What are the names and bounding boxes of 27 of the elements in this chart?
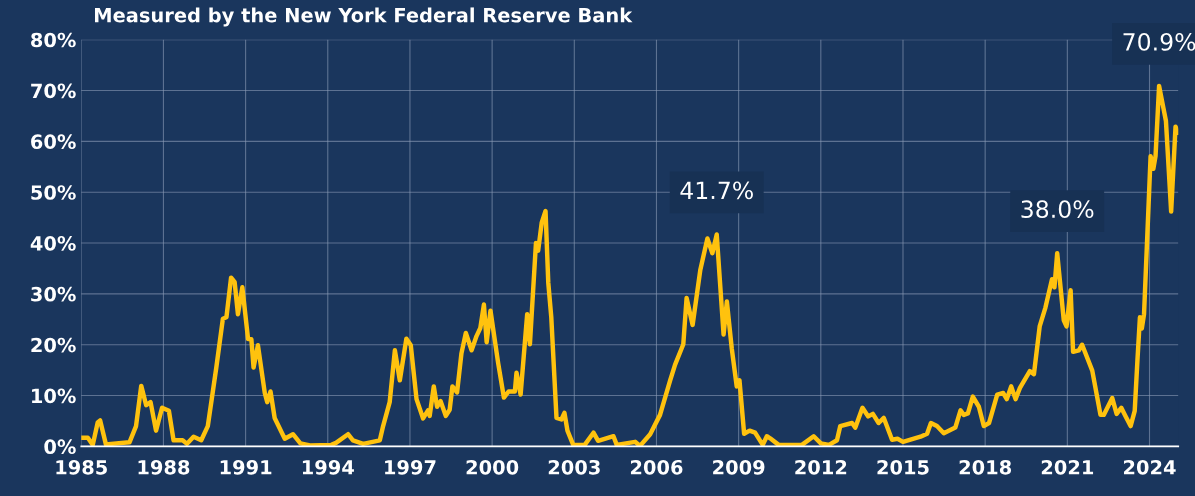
annotation: 41.7% (680, 181, 753, 200)
x-tick-label: 2000 (466, 459, 519, 475)
y-tick-label: 30% (31, 286, 76, 302)
y-tick-label: 40% (30, 236, 76, 251)
y-tick-label: 10% (32, 388, 76, 404)
x-tick-label: 2021 (1041, 459, 1094, 475)
y-tick-label: 50% (31, 185, 76, 200)
x-tick-label: 1997 (385, 459, 436, 475)
x-tick-label: 2018 (959, 459, 1012, 475)
x-tick-label: 2009 (713, 459, 765, 475)
chart-title: Measured by the New York Federal Reserve Bank (95, 7, 633, 27)
x-tick-label: 2012 (795, 459, 847, 475)
y-tick-label: 60% (31, 134, 76, 150)
x-tick-label: 2003 (548, 459, 600, 475)
x-tick-label: 1994 (302, 459, 354, 475)
y-tick-label: 70% (31, 83, 76, 99)
annotation: 38.0% (1021, 200, 1094, 219)
x-tick-label: 1991 (220, 459, 272, 475)
x-tick-label: 2015 (877, 459, 929, 475)
y-tick-label: 0% (44, 439, 76, 455)
x-tick-label: 2006 (630, 459, 683, 475)
x-tick-label: 1985 (56, 459, 107, 475)
x-tick-label: 1988 (138, 459, 190, 475)
annotation: 70.9% (1123, 32, 1195, 51)
y-tick-label: 20% (31, 337, 76, 353)
x-tick-label: 2024 (1123, 459, 1176, 475)
y-tick-label: 80% (31, 32, 76, 48)
